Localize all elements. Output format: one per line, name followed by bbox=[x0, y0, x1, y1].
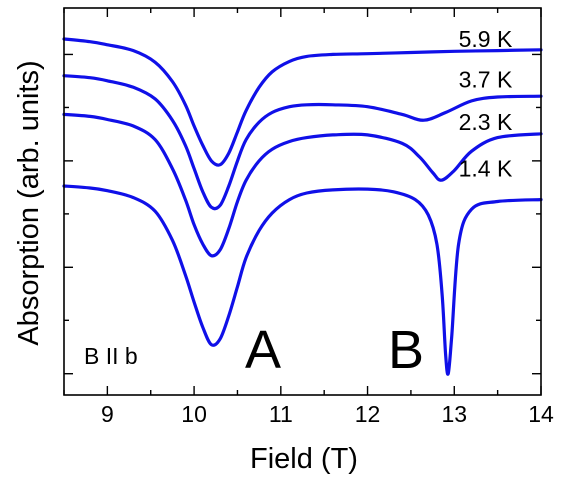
series-curve-0 bbox=[62, 37, 543, 167]
x-tick-label: 12 bbox=[355, 401, 381, 427]
x-tick-label: 9 bbox=[101, 401, 114, 427]
curves-group bbox=[62, 37, 543, 376]
series-label-0: 5.9 K bbox=[459, 26, 513, 52]
x-tick-label: 13 bbox=[441, 401, 467, 427]
series-curve-3 bbox=[62, 184, 543, 376]
x-tick-label: 11 bbox=[269, 401, 293, 427]
series-label-3: 1.4 K bbox=[459, 156, 513, 182]
series-curve-1 bbox=[62, 74, 543, 211]
orientation-label: B II b bbox=[84, 343, 138, 369]
peak-b-label: B bbox=[388, 320, 424, 380]
y-axis-title: Absorption (arb. units) bbox=[13, 60, 45, 345]
y-ticks-group bbox=[64, 53, 541, 375]
plot-frame bbox=[63, 7, 542, 396]
axes-box bbox=[63, 7, 542, 396]
x-tick-label: 10 bbox=[181, 401, 207, 427]
series-label-1: 3.7 K bbox=[459, 67, 513, 93]
x-ticks-group: 9 10 11 12 13 14 bbox=[63, 8, 554, 427]
series-curve-2 bbox=[62, 112, 543, 258]
series-labels-group: 5.9 K 3.7 K 2.3 K 1.4 K bbox=[459, 26, 513, 182]
series-label-2: 2.3 K bbox=[459, 109, 513, 135]
x-tick-label: 14 bbox=[528, 401, 554, 427]
peak-a-label: A bbox=[245, 320, 281, 380]
x-axis-title: Field (T) bbox=[250, 443, 358, 475]
